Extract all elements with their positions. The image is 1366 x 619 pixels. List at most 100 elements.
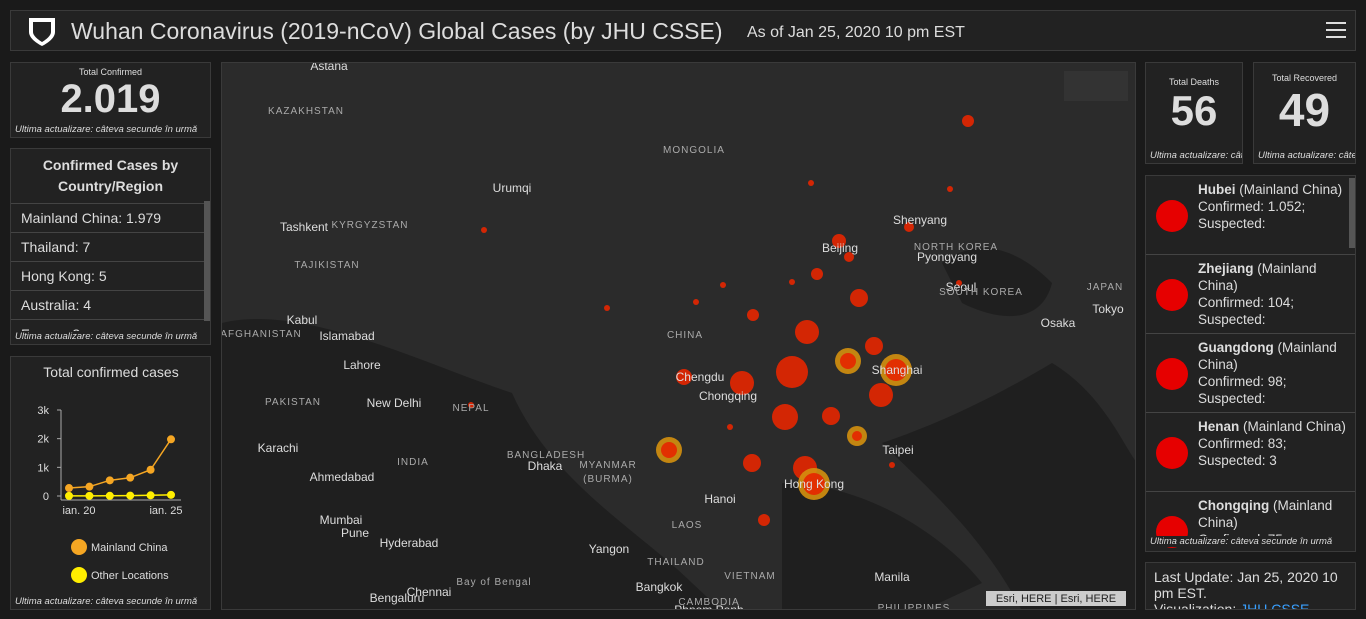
country-row: Australia: 4 xyxy=(11,291,210,320)
case-circle xyxy=(808,180,814,186)
map-label: PAKISTAN xyxy=(265,397,321,408)
y-tick-label: 2k xyxy=(37,434,49,446)
map-label: NORTH KOREA xyxy=(914,242,998,253)
point xyxy=(85,482,94,491)
point xyxy=(126,491,135,500)
map[interactable]: Astana KAZAKHSTAN MONGOLIA Urumqi KYRGYZSTAN… xyxy=(221,62,1136,610)
point xyxy=(105,491,114,500)
case-circle xyxy=(772,404,798,430)
viz-link[interactable]: JHU CSSE xyxy=(1240,601,1310,610)
logo xyxy=(29,18,55,46)
map-label: Dhaka xyxy=(528,459,563,473)
region-text: Hubei (Mainland China) Confirmed: 1.052; S… xyxy=(1198,181,1347,232)
scrollbar[interactable] xyxy=(204,201,210,321)
case-circle xyxy=(947,186,953,192)
case-circle xyxy=(789,279,795,285)
region-dot xyxy=(1156,358,1188,390)
map-label: Beijing xyxy=(822,241,858,255)
case-circle xyxy=(822,407,840,425)
map-label: Hanoi xyxy=(704,492,735,506)
map-label: Bay of Bengal xyxy=(456,577,531,588)
case-circle xyxy=(962,115,974,127)
region-item: Hubei (Mainland China) Confirmed: 1.052; S… xyxy=(1146,176,1355,255)
map-label: Mumbai xyxy=(320,513,363,527)
case-circle xyxy=(747,309,759,321)
last-update: Last Update: Jan 25, 2020 10 pm EST. Vis… xyxy=(1145,562,1356,610)
map-label: Ahmedabad xyxy=(310,470,375,484)
footer: Ultima actualizare: câteva secunde în ur… xyxy=(15,596,198,607)
map-label: Tashkent xyxy=(280,220,329,234)
map-label: CAMBODIA xyxy=(678,597,739,608)
map-label: SOUTH KOREA xyxy=(939,287,1023,298)
map-label: Manila xyxy=(874,570,910,584)
scrollbar[interactable] xyxy=(1349,178,1355,248)
subtitle: As of Jan 25, 2020 10 pm EST xyxy=(747,24,965,41)
case-circle xyxy=(730,371,754,395)
country-row: Hong Kong: 5 xyxy=(11,262,210,291)
region-text: Zhejiang (Mainland China) Confirmed: 104;… xyxy=(1198,260,1347,328)
map-canvas: Astana KAZAKHSTAN MONGOLIA Urumqi KYRGYZSTAN… xyxy=(222,63,1135,610)
map-label: Tokyo xyxy=(1092,302,1124,316)
country-list: Mainland China: 1.979 Thailand: 7 Hong Kon… xyxy=(11,204,210,344)
region-name: Chongqing xyxy=(1198,498,1270,513)
map-label: (BURMA) xyxy=(583,474,633,485)
map-label: Osaka xyxy=(1041,316,1076,330)
map-label: BANGLADESH xyxy=(507,450,585,461)
map-label: LAOS xyxy=(672,520,703,531)
region-dot xyxy=(1156,279,1188,311)
region-text: Guangdong (Mainland China) Confirmed: 98;… xyxy=(1198,339,1347,407)
region-suspected: Suspected: xyxy=(1198,216,1266,231)
map-label: Islamabad xyxy=(319,329,374,343)
title: Wuhan Coronavirus (2019-nCoV) Global Cas… xyxy=(71,18,723,44)
map-label: Phnom Penh xyxy=(674,603,743,610)
map-label: THAILAND xyxy=(647,557,704,568)
point xyxy=(105,476,114,485)
footer: Ultima actualizare: câteva secunde în ur… xyxy=(1150,536,1355,547)
legend-label: Other Locations xyxy=(91,570,169,582)
point xyxy=(167,490,175,499)
label: Total Confirmed xyxy=(78,67,143,77)
case-circle xyxy=(850,289,868,307)
case-circle xyxy=(852,431,862,441)
line xyxy=(68,438,172,489)
case-circle xyxy=(865,337,883,355)
case-circle xyxy=(743,454,761,472)
map-label: Chengdu xyxy=(676,370,725,384)
map-label: Seoul xyxy=(946,280,977,294)
case-circle xyxy=(889,462,895,468)
legend-swatch xyxy=(71,567,87,583)
map-label: KYRGYZSTAN xyxy=(331,220,408,231)
x-tick-label: ian. 20 xyxy=(62,505,95,517)
case-circle xyxy=(758,514,770,526)
region-item: Henan (Mainland China) Confirmed: 83; Susp… xyxy=(1146,413,1355,492)
value: 49 xyxy=(1278,84,1331,136)
total-deaths: Total Deaths 56 Ultima actualizare: câte… xyxy=(1145,62,1243,164)
case-circle xyxy=(956,280,962,286)
x-tick-label: ian. 25 xyxy=(149,505,182,517)
map-label: Kabul xyxy=(287,313,318,327)
region-text: Henan (Mainland China) Confirmed: 83; Susp… xyxy=(1198,418,1347,469)
viz-label: Visualization: xyxy=(1154,601,1237,610)
region-name: Zhejiang xyxy=(1198,261,1254,276)
point xyxy=(65,491,73,500)
region-confirmed: Confirmed: 83; xyxy=(1198,436,1287,451)
map-label: CHINA xyxy=(667,330,703,341)
region-suspected: Suspected: 3 xyxy=(1198,453,1277,468)
point xyxy=(167,435,175,444)
region-item: Zhejiang (Mainland China) Confirmed: 104;… xyxy=(1146,255,1355,334)
region-suspected: Suspected: xyxy=(1198,391,1266,406)
map-label: VIETNAM xyxy=(724,571,775,582)
case-circle xyxy=(885,359,907,381)
point xyxy=(126,473,135,482)
case-circle xyxy=(904,222,914,232)
panel-title: Confirmed Cases by Country/Region xyxy=(11,149,210,204)
case-circle xyxy=(693,299,699,305)
footer: Ultima actualizare: câteva secunde în ur… xyxy=(1150,150,1243,161)
chart: Total confirmed cases 0 1k 2k 3k ian. 20 ian.… xyxy=(37,364,183,583)
case-circle xyxy=(676,369,692,385)
regions: Hubei (Mainland China) Confirmed: 1.052; S… xyxy=(1146,176,1355,551)
region-name: Henan xyxy=(1198,419,1240,434)
y-tick-label: 3k xyxy=(37,405,49,417)
menu-button[interactable] xyxy=(1326,21,1346,39)
